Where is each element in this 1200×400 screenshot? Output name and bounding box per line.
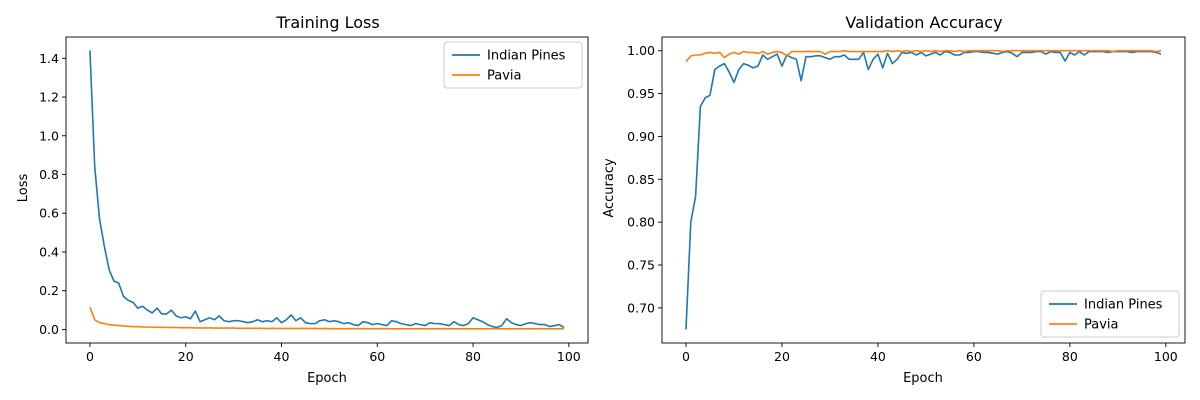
x-tick-label: 60 bbox=[369, 349, 385, 364]
x-axis-label: Epoch bbox=[307, 371, 347, 386]
x-axis-label: Epoch bbox=[903, 371, 943, 386]
y-tick-label: 0.0 bbox=[39, 322, 59, 337]
y-tick-label: 0.70 bbox=[627, 300, 655, 315]
x-tick-label: 60 bbox=[966, 349, 982, 364]
y-tick-label: 0.80 bbox=[627, 215, 655, 230]
y-tick-label: 1.00 bbox=[627, 43, 655, 58]
validation-accuracy-panel: Validation Accuracy 0 20 40 60 80 100 0.70 0.75… bbox=[602, 13, 1186, 386]
y-tick-label: 1.0 bbox=[39, 128, 59, 143]
chart-title: Training Loss bbox=[275, 13, 379, 32]
x-tick-label: 40 bbox=[870, 349, 886, 364]
series-line-pavia bbox=[685, 49, 1162, 63]
legend-label: Indian Pines bbox=[1084, 298, 1163, 313]
x-tick-label: 0 bbox=[682, 349, 690, 364]
y-tick-label: 0.90 bbox=[627, 129, 655, 144]
y-tick-label: 0.8 bbox=[39, 167, 59, 182]
x-tick-label: 80 bbox=[465, 349, 481, 364]
x-tick-label: 100 bbox=[1154, 349, 1178, 364]
plot-area: 0 20 40 60 80 100 0.0 0.2 0.4 0.6 0.8 1.0 1.2 1.4 Indi… bbox=[39, 36, 589, 364]
y-axis-label: Loss bbox=[16, 174, 31, 203]
x-tick-label: 20 bbox=[178, 349, 194, 364]
y-tick-label: 0.95 bbox=[627, 86, 655, 101]
legend-label: Indian Pines bbox=[487, 49, 566, 64]
plot-area: 0 20 40 60 80 100 0.70 0.75 0.80 0.85 0.90 0.95 1.00… bbox=[627, 36, 1186, 364]
x-tick-label: 0 bbox=[86, 349, 94, 364]
axes-frame bbox=[661, 36, 1186, 344]
legend-label: Pavia bbox=[487, 69, 522, 84]
y-tick-label: 0.4 bbox=[39, 244, 59, 259]
y-tick-label: 1.4 bbox=[39, 51, 59, 66]
chart-title: Validation Accuracy bbox=[845, 13, 1002, 32]
series-line-pavia bbox=[89, 306, 565, 330]
x-tick-label: 80 bbox=[1062, 349, 1078, 364]
legend-label: Pavia bbox=[1084, 318, 1119, 333]
x-tick-label: 40 bbox=[274, 349, 290, 364]
y-axis-label: Accuracy bbox=[602, 158, 617, 218]
x-tick-label: 20 bbox=[774, 349, 790, 364]
y-tick-label: 0.75 bbox=[627, 258, 655, 273]
series-line-indian-pines bbox=[685, 50, 1162, 330]
legend-box bbox=[1040, 290, 1180, 338]
y-tick-label: 1.2 bbox=[39, 90, 59, 105]
legend: Indian Pines Pavia bbox=[1040, 290, 1180, 338]
legend: Indian Pines Pavia bbox=[443, 41, 583, 89]
y-tick-label: 0.2 bbox=[39, 283, 59, 298]
training-loss-panel: Training Loss 0 20 40 60 80 100 0.0 0.2 0.4 0.6 0.… bbox=[16, 13, 589, 386]
series-line-indian-pines bbox=[89, 50, 565, 329]
x-tick-label: 100 bbox=[557, 349, 581, 364]
axes-frame bbox=[65, 36, 589, 344]
y-tick-label: 0.6 bbox=[39, 206, 59, 221]
y-tick-label: 0.85 bbox=[627, 172, 655, 187]
legend-box bbox=[443, 41, 583, 89]
